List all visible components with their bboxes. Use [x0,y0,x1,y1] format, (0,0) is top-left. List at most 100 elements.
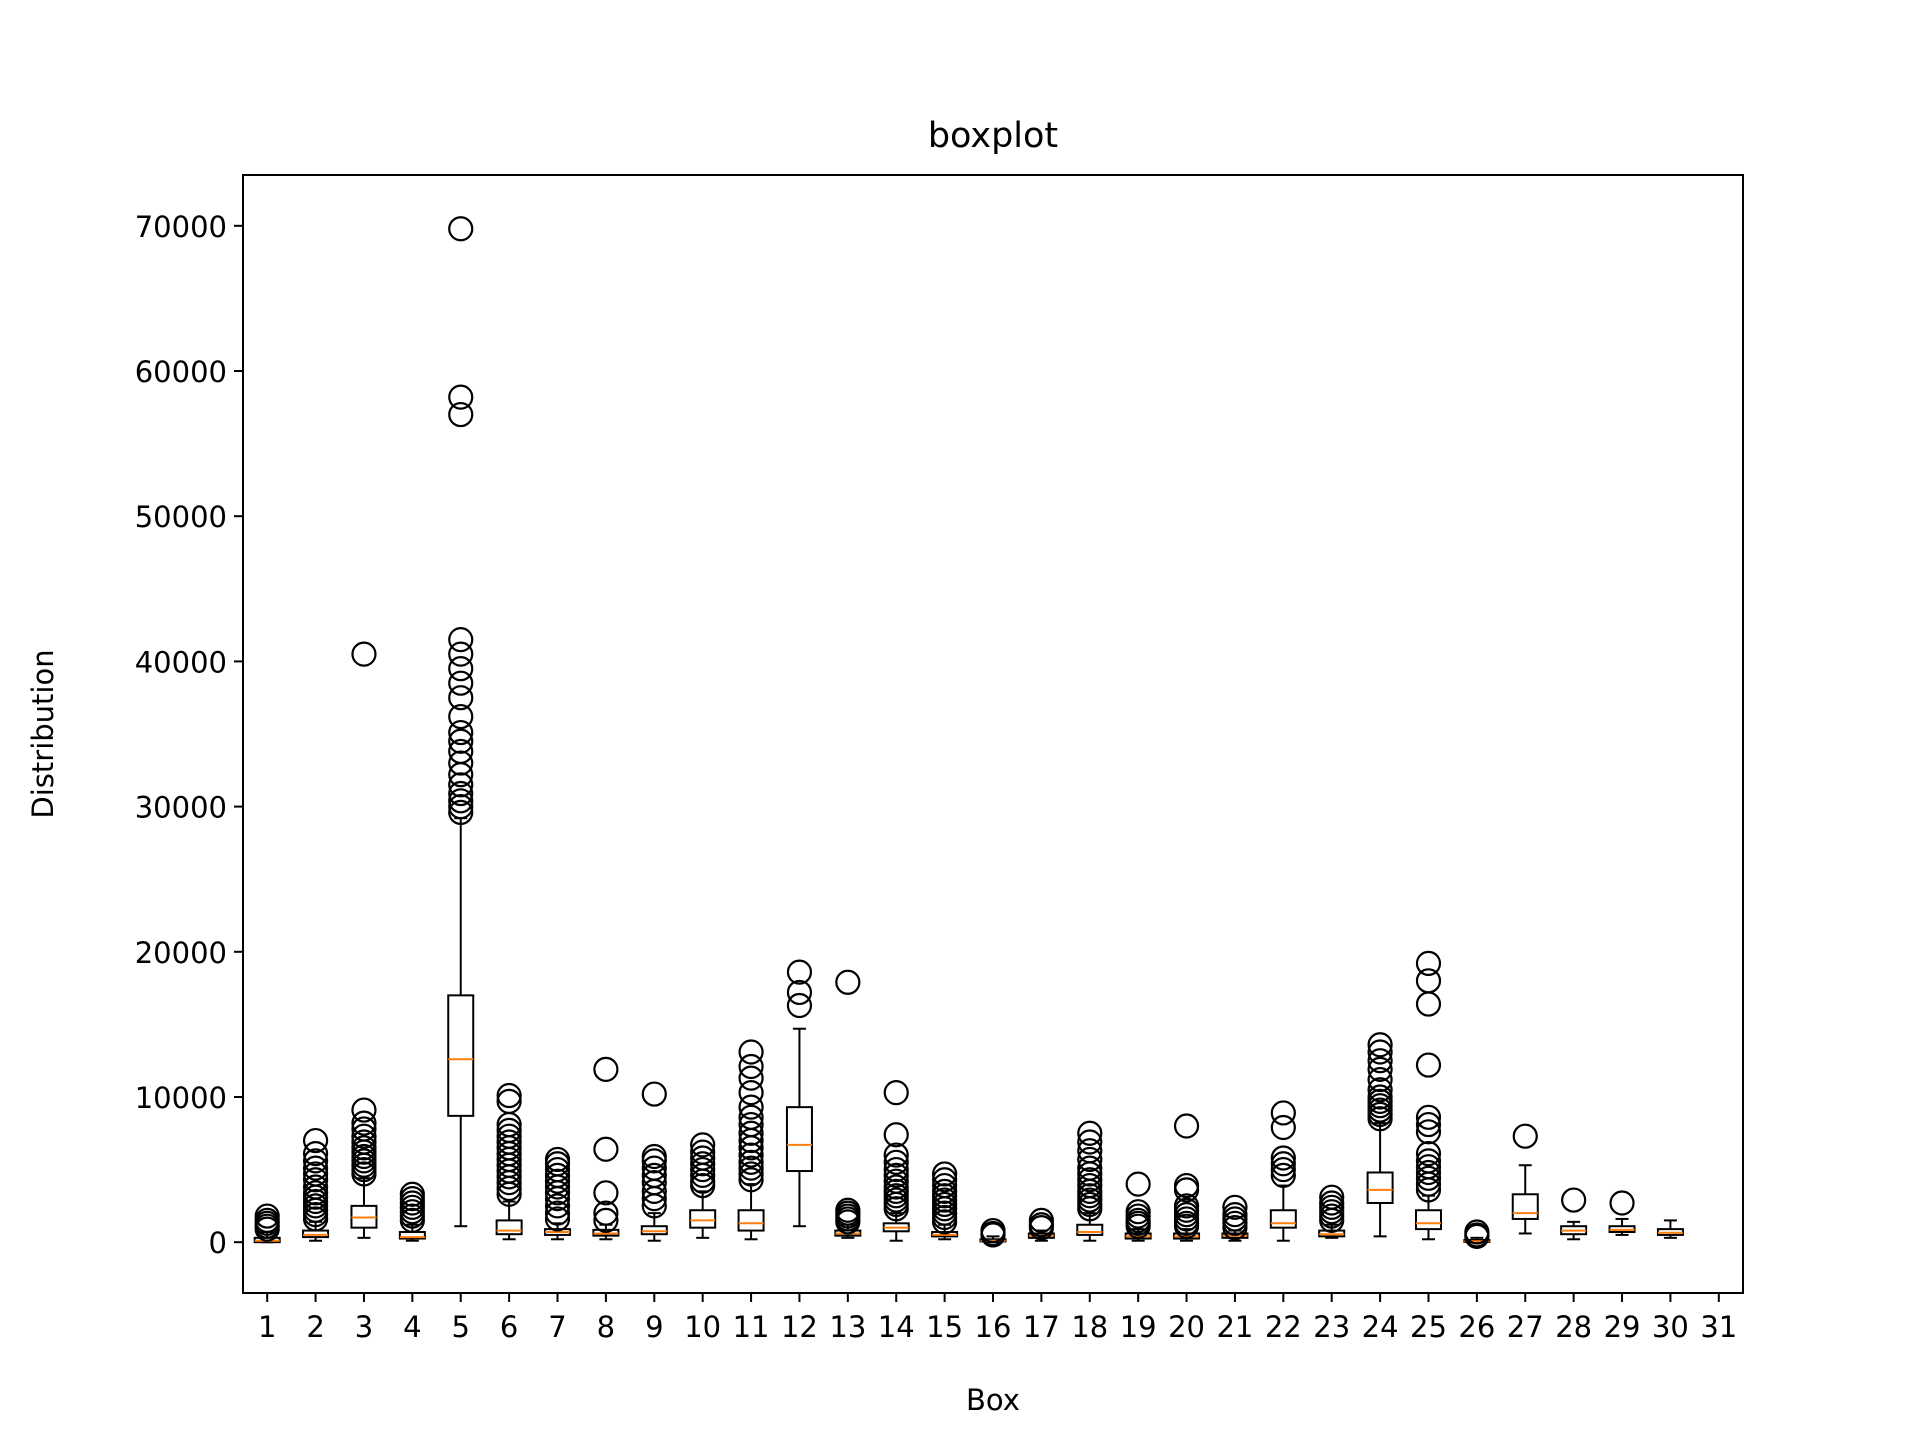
x-tick-label-23: 23 [1313,1310,1350,1344]
outlier-point-24-11 [1367,1032,1393,1058]
outlier-point-14-12 [883,1080,909,1106]
outlier-point-9-7 [641,1143,667,1170]
outlier-point-11-8 [738,1111,764,1138]
box-group-30 [1656,1219,1684,1239]
outlier-point-22-1 [1270,1156,1296,1183]
outlier-point-7-1 [544,1200,571,1226]
chart-title: boxplot [928,116,1058,156]
x-tick-label-8: 8 [597,1310,615,1344]
outlier-point-24-5 [1367,1084,1393,1110]
outlier-point-2-13 [302,1127,329,1154]
outlier-point-8-4 [593,1056,619,1083]
outlier-point-6-11 [496,1117,522,1143]
outlier-point-11-1 [738,1161,764,1187]
x-tick-label-28: 28 [1555,1310,1592,1344]
outlier-point-24-9 [1367,1048,1393,1074]
box-group-26 [1463,1219,1491,1249]
x-tick-label-11: 11 [733,1310,770,1344]
box-group-5 [447,216,475,1228]
axes-frame [242,174,1744,1294]
outlier-point-5-16 [448,401,474,428]
outlier-point-3-8 [351,1123,377,1149]
outlier-point-25-9 [1415,1104,1442,1130]
outlier-point-22-4 [1270,1114,1296,1141]
x-tick-label-14: 14 [878,1310,915,1344]
x-tick-label-24: 24 [1362,1310,1399,1344]
x-tick-label-4: 4 [403,1310,421,1344]
outlier-point-11-14 [738,1039,764,1065]
x-tick-label-16: 16 [975,1310,1012,1344]
outlier-point-24-8 [1367,1056,1393,1083]
box-group-14 [882,1080,910,1242]
outlier-point-25-13 [1415,950,1442,977]
box-6 [495,1219,523,1236]
outlier-point-24-6 [1367,1077,1393,1103]
outlier-point-22-0 [1270,1162,1296,1188]
outlier-point-2-8 [302,1167,329,1193]
outlier-point-15-10 [932,1161,958,1187]
y-tick-label-20000: 20000 [135,936,227,970]
outlier-point-11-10 [738,1094,764,1120]
box-18 [1076,1223,1104,1236]
outlier-point-3-9 [351,1116,377,1142]
outlier-point-5-2 [448,788,474,814]
outlier-point-25-8 [1415,1111,1442,1138]
outlier-point-16-2 [980,1217,1006,1244]
outlier-point-6-10 [496,1123,522,1149]
outlier-point-7-2 [544,1193,571,1219]
outlier-point-22-3 [1270,1145,1296,1171]
outlier-point-2-6 [302,1180,329,1206]
outlier-point-14-6 [883,1168,909,1194]
outlier-point-18-6 [1077,1167,1103,1193]
outlier-point-5-18 [448,216,474,242]
outlier-point-18-8 [1077,1155,1103,1181]
outlier-point-5-7 [448,738,474,765]
y-tick-label-0: 0 [209,1226,227,1260]
x-tick-label-1: 1 [258,1310,276,1344]
outlier-point-10-6 [690,1139,716,1165]
box-5 [447,994,475,1117]
outlier-point-27-0 [1512,1123,1538,1149]
outlier-point-5-12 [448,670,474,696]
x-axis: 1 2 3 4 5 6 7 8 9 10 11 12 13 14 15 16 17 18 19 20 21 22 23 24 2… [258,1293,1737,1344]
outlier-point-5-15 [448,627,474,653]
outlier-point-18-5 [1077,1172,1103,1199]
outlier-point-23-5 [1319,1184,1345,1210]
x-tick-label-2: 2 [306,1310,324,1344]
outlier-point-22-2 [1270,1151,1296,1177]
x-axis-label: Box [966,1383,1020,1417]
outlier-point-5-11 [448,685,474,711]
box-group-9 [640,1081,668,1242]
outlier-point-15-9 [932,1167,958,1193]
x-tick-label-27: 27 [1507,1310,1544,1344]
outlier-point-11-4 [738,1142,764,1168]
x-tick-label-6: 6 [500,1310,518,1344]
x-tick-label-26: 26 [1458,1310,1495,1344]
outlier-point-19-5 [1125,1171,1151,1197]
outlier-point-5-8 [448,728,474,754]
outlier-point-20-8 [1173,1113,1200,1139]
outlier-point-6-14 [496,1082,522,1109]
outlier-point-25-11 [1415,991,1442,1017]
outlier-point-5-13 [448,656,474,682]
outlier-point-12-2 [786,959,813,985]
box-group-12 [785,959,813,1228]
x-tick-label-30: 30 [1652,1310,1689,1344]
box-group-21 [1221,1194,1249,1242]
outlier-point-13-5 [835,969,861,995]
outlier-point-25-12 [1415,968,1442,994]
x-tick-label-5: 5 [452,1310,470,1344]
outlier-point-7-7 [544,1162,571,1188]
outlier-point-21-4 [1222,1194,1248,1220]
y-tick-label-50000: 50000 [135,500,227,534]
outlier-point-10-7 [690,1132,716,1158]
box-10 [689,1209,717,1229]
box-group-25 [1414,950,1442,1241]
outlier-point-26-2 [1464,1219,1490,1245]
outlier-point-5-14 [448,641,474,667]
x-tick-label-25: 25 [1410,1310,1447,1344]
box-group-8 [592,1056,620,1241]
y-tick-label-30000: 30000 [135,791,227,825]
x-tick-label-19: 19 [1120,1310,1157,1344]
